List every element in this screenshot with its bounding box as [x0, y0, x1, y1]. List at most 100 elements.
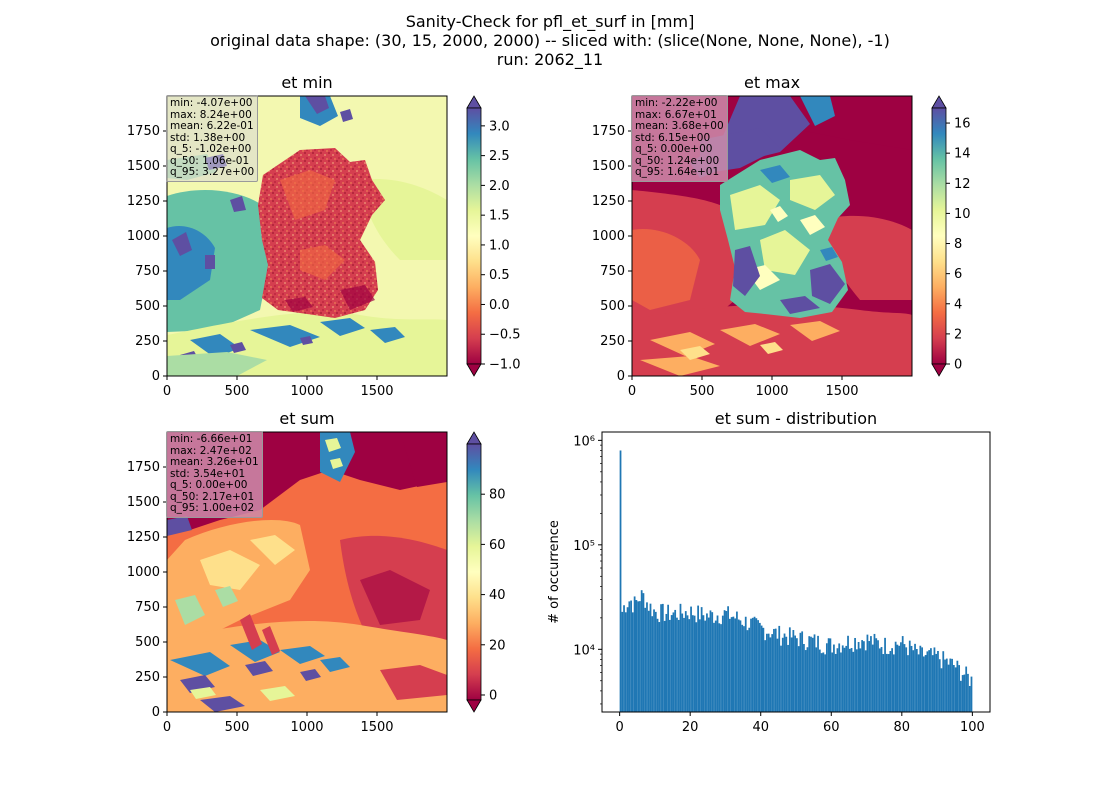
colorbar-tick-label: 14: [954, 147, 971, 162]
x-axis-ticks: 0 500 1000 1500: [163, 712, 394, 735]
histogram-bar: [834, 653, 837, 712]
histogram-bar: [628, 601, 631, 712]
y-tick-label: 1250: [592, 194, 625, 209]
histogram-bar: [750, 618, 752, 712]
colorbar-tick-label: −0.5: [489, 328, 521, 343]
histogram-bar: [686, 615, 689, 712]
stat-line: std: 6.15e+00: [635, 131, 711, 144]
histogram-bar: [771, 634, 774, 712]
histogram-bar: [794, 635, 796, 712]
histogram-bar: [940, 668, 943, 712]
y-tick-label: 10⁶: [573, 434, 595, 449]
histogram-bar: [825, 643, 828, 712]
histogram-bar: [691, 615, 694, 712]
stat-line: min: -2.22e+00: [635, 97, 718, 109]
colorbar-tick-label: 60: [489, 538, 506, 553]
histogram-bar: [677, 619, 680, 712]
histogram-bar: [945, 658, 948, 712]
x-tick-label: 500: [690, 384, 715, 399]
y-tick-label: 0: [152, 705, 160, 720]
histogram-bar: [799, 632, 802, 712]
stat-line: q_50: 1.24e+00: [635, 154, 720, 167]
histogram-bar: [783, 633, 786, 712]
histogram-bar: [967, 673, 969, 712]
histogram-bar: [626, 607, 629, 712]
histogram-bar: [813, 634, 816, 712]
histogram-bar: [859, 648, 862, 712]
histogram-bar: [646, 602, 648, 712]
histogram-bar: [631, 612, 634, 712]
panel-title: et sum - distribution: [715, 409, 877, 428]
histogram-bar: [900, 642, 902, 712]
histogram-bar: [806, 647, 809, 712]
histogram-bar: [670, 615, 673, 712]
colorbar-ticks: 0 2 4 6 8 10 12 14 16: [946, 117, 971, 373]
histogram-bar: [896, 644, 899, 712]
colorbar-tick-label: 80: [489, 488, 506, 503]
stat-line: min: -4.07e+00: [170, 97, 253, 109]
colorbar-tick-label: 1.0: [489, 238, 510, 253]
stat-line: q_95: 3.27e+00: [170, 166, 255, 178]
stat-line: max: 6.67e+01: [635, 108, 717, 121]
histogram-bar: [755, 618, 758, 712]
histogram-bar: [773, 628, 775, 712]
histogram-bar: [914, 643, 916, 712]
colorbar-tick-label: 0: [954, 358, 962, 373]
colorbar-tick-label: 4: [954, 297, 962, 312]
y-tick-label: 250: [135, 670, 160, 685]
histogram-bar: [762, 627, 765, 712]
y-axis-label: # of occurrence: [547, 520, 562, 624]
histogram-bar: [635, 600, 638, 712]
x-tick-label: 1500: [825, 384, 858, 399]
y-tick-label: 750: [135, 600, 160, 615]
histogram-bar: [836, 648, 839, 712]
histogram-bar: [766, 633, 768, 712]
x-axis-ticks: 0 500 1000 1500: [163, 376, 394, 399]
suptitle-line-2: original data shape: (30, 15, 2000, 2000…: [210, 31, 890, 50]
y-axis-ticks: 10⁴ 10⁵ 10⁶: [573, 434, 602, 705]
histogram-bar: [647, 610, 650, 712]
x-tick-label: 1500: [360, 384, 393, 399]
histogram-bar: [882, 654, 885, 712]
histogram-bar: [815, 647, 818, 712]
histogram-bar: [970, 676, 973, 712]
histogram-bar: [924, 655, 927, 712]
x-tick-label: 0: [163, 384, 171, 399]
histogram-bar: [741, 624, 744, 712]
histogram-bar: [744, 616, 747, 712]
histogram-bar: [903, 644, 906, 712]
histogram-bar: [843, 647, 846, 712]
histogram-bar: [757, 620, 759, 712]
histogram-bar: [778, 625, 781, 712]
stat-line: mean: 3.26e+01: [170, 456, 259, 468]
histogram-bar: [873, 633, 876, 712]
colorbar-ticks: −1.0 −0.5 0.0 0.5 1.0 1.5 2.0 2.5 3.0: [481, 119, 521, 373]
colorbar-tick-label: 0: [489, 688, 497, 703]
y-tick-label: 1500: [592, 159, 625, 174]
y-tick-label: 500: [600, 299, 625, 314]
histogram-bar: [942, 651, 945, 712]
x-tick-label: 500: [225, 720, 250, 735]
histogram-bar: [619, 450, 622, 712]
y-tick-label: 1500: [127, 495, 160, 510]
histogram-bar: [624, 612, 627, 712]
histogram-bar: [684, 611, 687, 712]
histogram-bar: [728, 618, 731, 712]
colorbar-tick-label: −1.0: [489, 358, 521, 373]
suptitle-line-1: Sanity-Check for pfl_et_surf in [mm]: [405, 12, 695, 31]
histogram-bar: [621, 611, 624, 712]
histogram-bar: [730, 617, 733, 712]
histogram-bar: [681, 613, 684, 712]
histogram-bar: [633, 596, 636, 712]
x-tick-label: 60: [823, 720, 840, 735]
stats-box-et-min: min: -4.07e+00 max: 8.24e+00 mean: 6.22e…: [166, 95, 259, 182]
x-tick-label: 1000: [290, 384, 323, 399]
y-tick-label: 500: [135, 635, 160, 650]
histogram-bar: [781, 637, 784, 712]
stat-line: min: -6.66e+01: [170, 433, 253, 445]
stats-box-et-sum: min: -6.66e+01 max: 2.47e+02 mean: 3.26e…: [166, 431, 263, 518]
colorbar: 0 2 4 6 8 10 12 14 16: [931, 95, 971, 377]
histogram-bar: [861, 640, 864, 712]
panel-et-min: et min 0 500 1000 1500: [127, 73, 521, 399]
histogram-bar: [833, 644, 835, 712]
